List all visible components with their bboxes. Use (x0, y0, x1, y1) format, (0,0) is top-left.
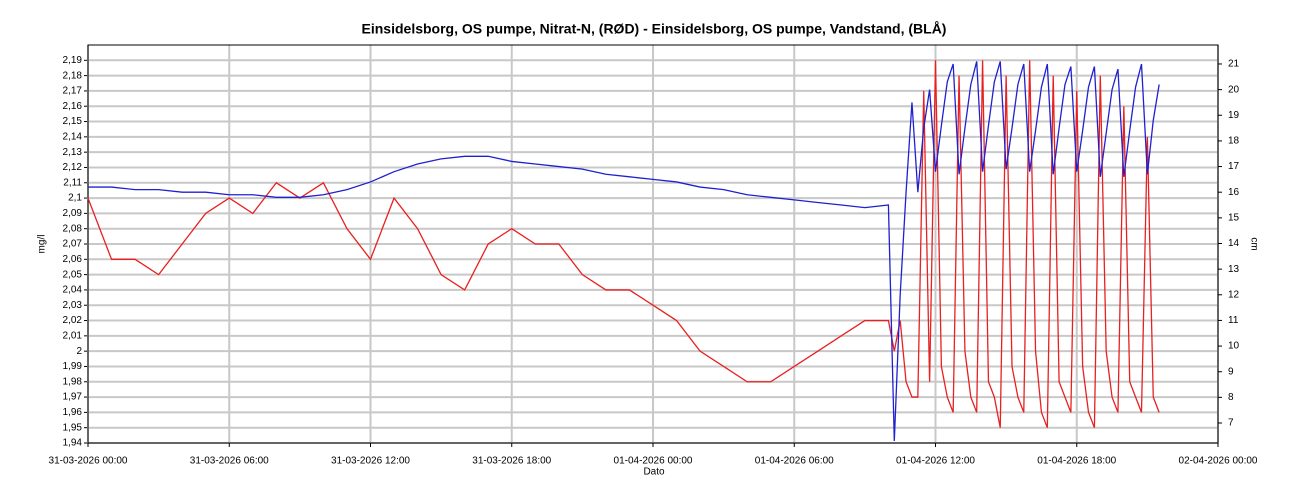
y2-tick-label: 16 (1228, 187, 1240, 198)
y-tick-label: 2,07 (63, 239, 83, 250)
y2-tick-label: 10 (1228, 341, 1240, 352)
y-tick-label: 2,17 (63, 86, 83, 97)
x-tick-label: 01-04-2026 06:00 (755, 456, 834, 467)
y-tick-label: 2,03 (63, 300, 83, 311)
y-tick-label: 2,02 (63, 315, 83, 326)
y-tick-label: 1,98 (63, 376, 83, 387)
y-tick-label: 2,08 (63, 223, 83, 234)
y-tick-label: 2 (76, 346, 82, 357)
y-tick-label: 2,13 (63, 147, 83, 158)
y-tick-label: 2,06 (63, 254, 83, 265)
y-tick-label: 1,96 (63, 407, 83, 418)
y-tick-label: 1,95 (63, 422, 83, 433)
y-tick-label: 2,18 (63, 70, 83, 81)
y-tick-label: 1,99 (63, 361, 83, 372)
data-line (88, 61, 1160, 441)
plot-frame (87, 44, 1219, 444)
y-tick-label: 2,15 (63, 116, 83, 127)
x-tick-label: 01-04-2026 00:00 (614, 456, 693, 467)
y-axis-label: mg/l (37, 235, 48, 254)
y2-tick-label: 11 (1228, 315, 1239, 326)
x-tick-label: 31-03-2026 18:00 (472, 456, 551, 467)
y2-tick-label: 15 (1228, 212, 1240, 223)
y2-tick-label: 14 (1228, 238, 1240, 249)
data-line (87, 60, 1160, 428)
y-tick-label: 2,05 (63, 269, 83, 280)
y2-tick-label: 9 (1228, 366, 1234, 377)
x-tick-label: 02-04-2026 00:00 (1179, 456, 1258, 467)
y-tick-label: 2,04 (63, 285, 83, 296)
x-tick-label: 31-03-2026 00:00 (49, 456, 128, 467)
y2-tick-label: 7 (1228, 418, 1234, 429)
y2-tick-label: 18 (1228, 136, 1240, 147)
y2-tick-label: 13 (1228, 264, 1240, 275)
y-tick-label: 2,14 (63, 131, 83, 142)
y2-tick-label: 8 (1228, 392, 1234, 403)
y2-tick-label: 21 (1228, 59, 1240, 70)
y2-tick-label: 20 (1228, 84, 1240, 95)
y-tick-label: 2,01 (63, 330, 83, 341)
x-axis-label: Dato (643, 467, 665, 478)
y2-tick-label: 17 (1228, 161, 1240, 172)
y2-tick-label: 12 (1228, 289, 1240, 300)
y-tick-label: 1,94 (63, 438, 83, 449)
y-tick-label: 2,09 (63, 208, 83, 219)
y-tick-label: 2,1 (68, 193, 82, 204)
x-tick-label: 01-04-2026 12:00 (896, 456, 975, 467)
chart-title: Einsidelsborg, OS pumpe, Nitrat-N, (RØD)… (362, 21, 947, 37)
x-tick-label: 31-03-2026 12:00 (331, 456, 410, 467)
x-tick-label: 31-03-2026 06:00 (190, 456, 269, 467)
y-tick-label: 2,16 (63, 101, 83, 112)
y2-tick-label: 19 (1228, 110, 1240, 121)
y2-axis-label: cm (1248, 237, 1259, 250)
y-tick-label: 2,12 (63, 162, 83, 173)
y-tick-label: 2,11 (63, 177, 82, 188)
y-tick-label: 1,97 (63, 392, 83, 403)
x-tick-label: 01-04-2026 18:00 (1037, 456, 1116, 467)
y-tick-label: 2,19 (63, 55, 83, 66)
